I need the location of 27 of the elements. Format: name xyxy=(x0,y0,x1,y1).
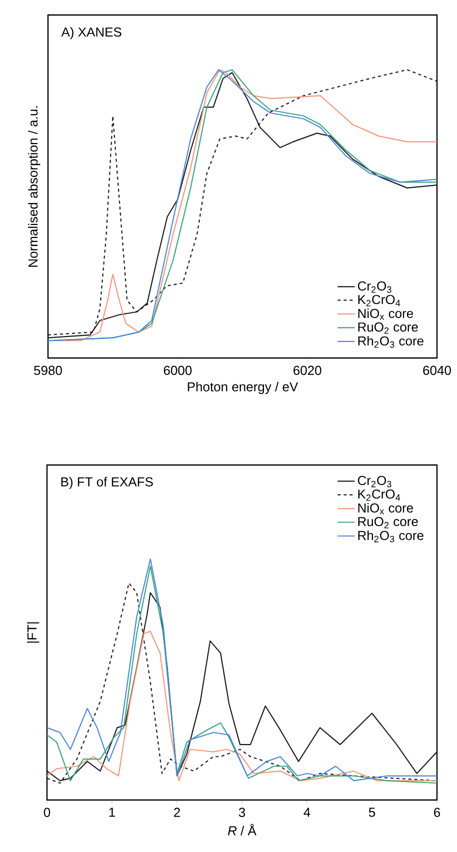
legend-label: Cr$_{2}$O$_{3}$ xyxy=(358,281,392,293)
x-tick-label: 4 xyxy=(304,808,310,817)
y-axis-title: |FT| xyxy=(27,622,40,643)
x-axis-title: R / Å xyxy=(228,824,256,836)
x-tick-label: 6020 xyxy=(294,366,322,375)
y-axis-title: Normalised absorption / a.u. xyxy=(28,106,40,267)
chart-title: A) XANES xyxy=(61,27,122,40)
legend-label: NiO$_{x}$ core xyxy=(358,308,414,320)
x-axis-title: Photon energy / eV xyxy=(188,382,298,394)
x-tick-label: 0 xyxy=(44,808,50,817)
legend-label: RuO$_{2}$ core xyxy=(358,322,418,334)
x-tick-label: 5 xyxy=(368,808,376,817)
x-tick-label: 5980 xyxy=(34,366,62,375)
legend-label: NiO$_{x}$ core xyxy=(358,503,413,514)
x-tick-label: 6000 xyxy=(164,366,192,375)
legend-label: K$_{2}$CrO$_{4}$ xyxy=(358,294,400,306)
legend-label: K$_{2}$CrO$_{4}$ xyxy=(358,489,400,501)
x-tick-label: 1 xyxy=(109,808,115,817)
x-tick-label: 6040 xyxy=(423,366,451,375)
legend-label: Rh$_{2}$O$_{3}$ core xyxy=(358,530,424,542)
legend-label: RuO$_{2}$ core xyxy=(358,516,418,528)
x-tick-label: 2 xyxy=(174,808,180,817)
chart-title: B) FT of EXAFS xyxy=(61,476,153,490)
legend-label: Cr$_{2}$O$_{3}$ xyxy=(358,476,392,488)
x-tick-label: 3 xyxy=(238,808,246,817)
x-tick-label: 6 xyxy=(434,808,440,817)
legend-label: Rh$_{2}$O$_{3}$ core xyxy=(358,336,424,348)
